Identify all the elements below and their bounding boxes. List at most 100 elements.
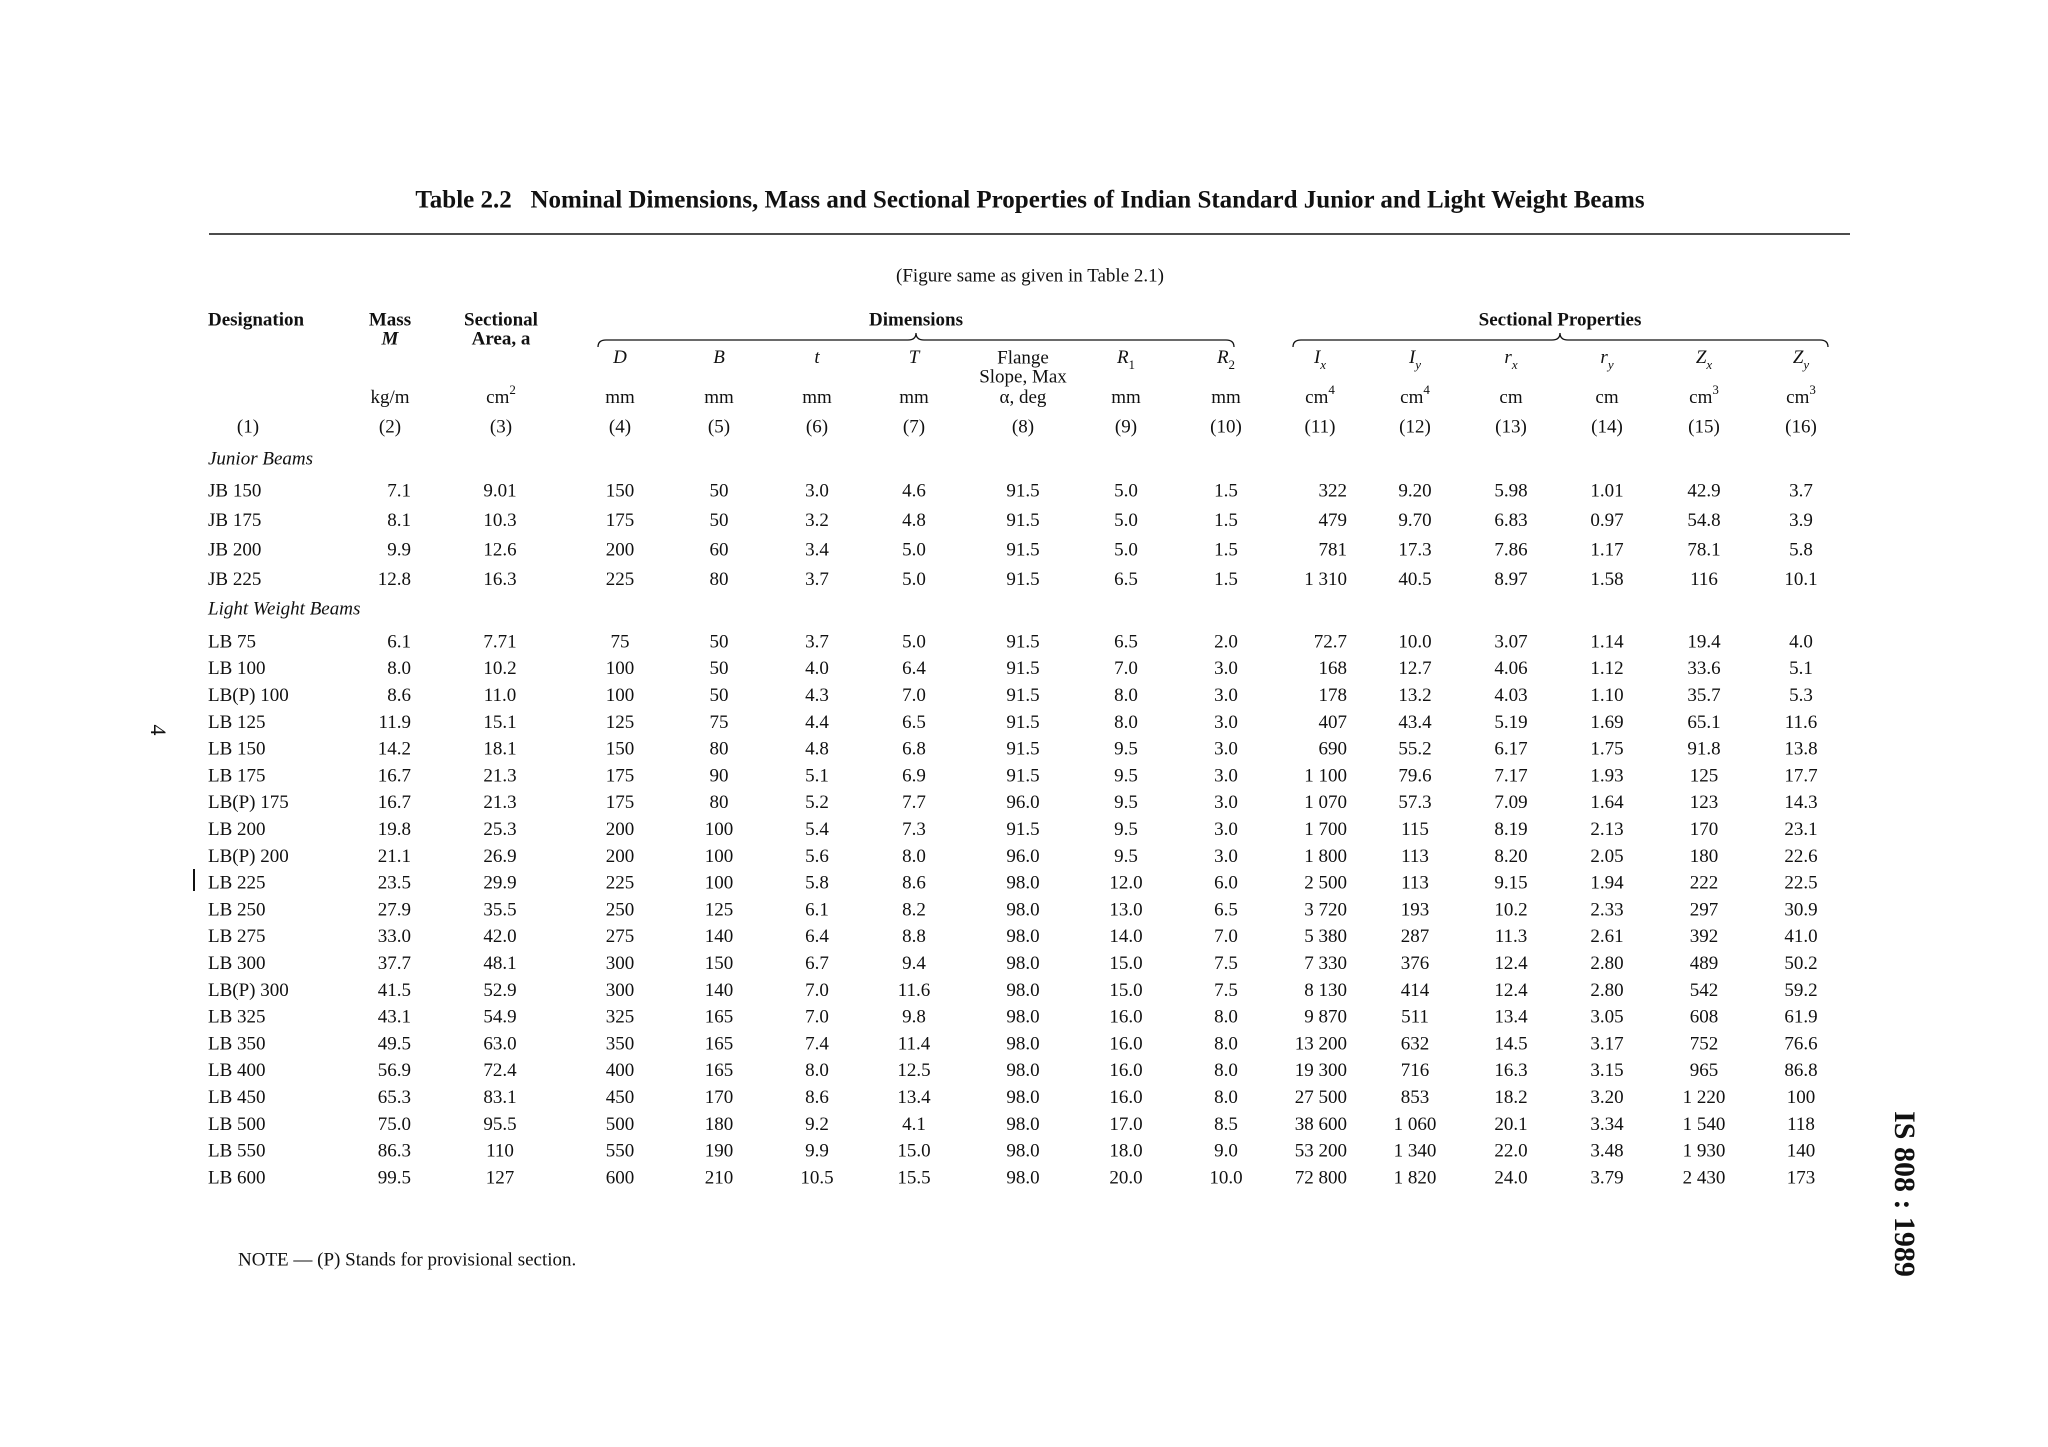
cell: 22.5 <box>1784 873 1817 894</box>
cell: 49.5 <box>378 1033 411 1054</box>
cell: 7.7 <box>902 792 926 813</box>
cell: 60 <box>710 539 729 560</box>
column-number: (12) <box>1399 416 1431 437</box>
cell: 1 820 <box>1394 1167 1437 1188</box>
cell: 2.80 <box>1590 980 1623 1001</box>
cell: 1 100 <box>1304 765 1347 786</box>
cell: 4.1 <box>902 1114 926 1135</box>
cell: 10.2 <box>1494 899 1527 920</box>
column-symbol: D <box>612 347 627 368</box>
cell: 297 <box>1690 899 1719 920</box>
unit: kg/m <box>370 387 409 408</box>
unit: cm4 <box>1400 382 1430 408</box>
cell: 72.7 <box>1314 631 1347 652</box>
cell: 100 <box>705 873 734 894</box>
cell: 3.0 <box>805 480 829 501</box>
table-note: NOTE — (P) Stands for provisional sectio… <box>238 1249 576 1270</box>
cell: 37.7 <box>378 953 411 974</box>
cell: 1 060 <box>1394 1114 1437 1135</box>
cell: 10.2 <box>483 658 516 679</box>
row-designation: LB(P) 100 <box>208 685 289 706</box>
cell: 40.5 <box>1398 569 1431 590</box>
cell: 325 <box>606 1007 635 1028</box>
cell: 15.1 <box>483 712 516 733</box>
cell: 5.98 <box>1494 480 1527 501</box>
cell: 24.0 <box>1494 1167 1527 1188</box>
cell: 150 <box>606 739 635 760</box>
unit: cm3 <box>1786 382 1816 408</box>
cell: 8.0 <box>1214 1087 1238 1108</box>
cell: 83.1 <box>483 1087 516 1108</box>
cell: 3 720 <box>1304 899 1347 920</box>
unit: mm <box>1111 387 1141 408</box>
cell: 6.8 <box>902 739 926 760</box>
cell: 3.0 <box>1214 658 1238 679</box>
cell: 4.8 <box>902 510 926 531</box>
cell: 7.86 <box>1494 539 1527 560</box>
column-symbol: T <box>909 347 921 368</box>
cell: 9.0 <box>1214 1141 1238 1162</box>
cell: 10.0 <box>1398 631 1431 652</box>
cell: 15.5 <box>897 1167 930 1188</box>
cell: 1 220 <box>1683 1087 1726 1108</box>
row-designation: LB 125 <box>208 712 266 733</box>
cell: 26.9 <box>483 846 516 867</box>
page-number: 4 <box>146 725 171 736</box>
cell: 57.3 <box>1398 792 1431 813</box>
cell: 98.0 <box>1006 873 1039 894</box>
cell: 1.69 <box>1590 712 1623 733</box>
cell: 50 <box>710 685 729 706</box>
cell: 100 <box>606 685 635 706</box>
column-number: (15) <box>1688 416 1720 437</box>
unit: cm <box>1499 387 1522 408</box>
cell: 75 <box>710 712 729 733</box>
cell: 18.2 <box>1494 1087 1527 1108</box>
cell: 55.2 <box>1398 739 1431 760</box>
cell: 11.4 <box>898 1033 931 1054</box>
cell: 98.0 <box>1006 1033 1039 1054</box>
cell: 65.1 <box>1687 712 1720 733</box>
unit: cm <box>1595 387 1618 408</box>
cell: 9.5 <box>1114 792 1138 813</box>
subscript: y <box>1801 357 1809 372</box>
cell: 479 <box>1319 510 1348 531</box>
cell: 19 300 <box>1295 1060 1347 1081</box>
column-header: M <box>381 328 400 349</box>
cell: 300 <box>606 953 635 974</box>
cell: 19.8 <box>378 819 411 840</box>
cell: 716 <box>1401 1060 1430 1081</box>
cell: 140 <box>1787 1141 1816 1162</box>
cell: 2.80 <box>1590 953 1623 974</box>
cell: 5.19 <box>1494 712 1527 733</box>
subscript: y <box>1413 357 1421 372</box>
cell: 91.5 <box>1006 510 1039 531</box>
cell: 54.9 <box>483 1007 516 1028</box>
cell: 300 <box>606 980 635 1001</box>
column-number: (2) <box>379 416 401 437</box>
cell: 5.1 <box>1789 658 1813 679</box>
cell: 100 <box>705 819 734 840</box>
unit: cm4 <box>1305 382 1335 408</box>
cell: 12.5 <box>897 1060 930 1081</box>
cell: 7.0 <box>902 685 926 706</box>
cell: 9.9 <box>805 1141 829 1162</box>
superscript: 4 <box>1328 382 1335 397</box>
cell: 98.0 <box>1006 1087 1039 1108</box>
cell: 9.01 <box>483 480 516 501</box>
cell: 8.2 <box>902 899 926 920</box>
cell: 4.8 <box>805 739 829 760</box>
unit-text: mm <box>1211 387 1241 408</box>
cell: 23.1 <box>1784 819 1817 840</box>
cell: 8.19 <box>1494 819 1527 840</box>
cell: 1.5 <box>1214 480 1238 501</box>
cell: 5.0 <box>1114 510 1138 531</box>
cell: 6.83 <box>1494 510 1527 531</box>
unit: mm <box>605 387 635 408</box>
cell: 48.1 <box>483 953 516 974</box>
cell: 33.0 <box>378 926 411 947</box>
cell: 1 070 <box>1304 792 1347 813</box>
cell: 42.9 <box>1687 480 1720 501</box>
cell: 1 800 <box>1304 846 1347 867</box>
cell: 13.4 <box>1494 1007 1528 1028</box>
cell: 608 <box>1690 1007 1719 1028</box>
